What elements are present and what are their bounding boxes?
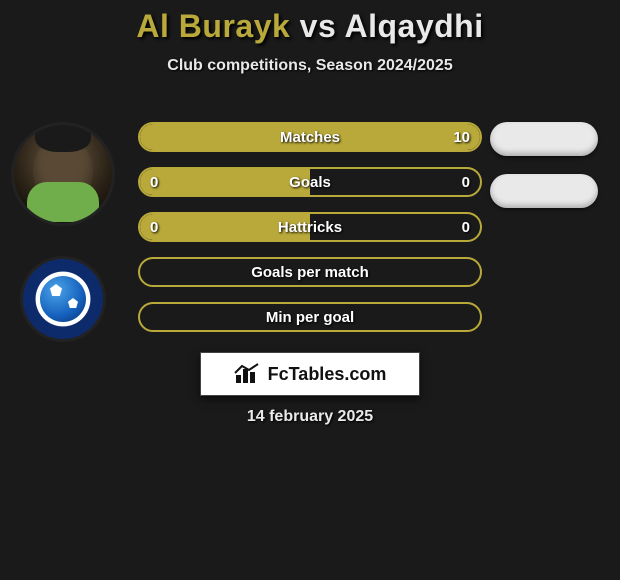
stat-row-matches: Matches 10 xyxy=(138,122,482,152)
branding-badge: FcTables.com xyxy=(200,352,420,396)
player2-pill xyxy=(490,174,598,208)
stat-left-value: 0 xyxy=(150,219,158,236)
stat-label: Min per goal xyxy=(266,309,354,326)
stat-row-goals-per-match: Goals per match xyxy=(138,257,482,287)
stat-fill xyxy=(140,169,310,195)
player2-pill xyxy=(490,122,598,156)
player2-name: Alqaydhi xyxy=(344,8,483,44)
stat-left-value: 0 xyxy=(150,174,158,191)
stat-right-value: 10 xyxy=(453,129,470,146)
stat-label: Goals per match xyxy=(251,264,369,281)
stat-label: Goals xyxy=(289,174,331,191)
right-pills-column xyxy=(490,122,610,226)
player1-name: Al Burayk xyxy=(136,8,290,44)
football-icon xyxy=(40,276,86,322)
bar-chart-icon xyxy=(234,363,262,385)
branding-text: FcTables.com xyxy=(268,364,387,385)
stat-row-hattricks: 0 Hattricks 0 xyxy=(138,212,482,242)
stat-label: Hattricks xyxy=(278,219,342,236)
date-label: 14 february 2025 xyxy=(0,408,620,426)
player-headshot-icon xyxy=(33,140,93,208)
subtitle: Club competitions, Season 2024/2025 xyxy=(0,57,620,75)
left-images-column xyxy=(8,122,118,342)
comparison-title: Al Burayk vs Alqaydhi xyxy=(0,0,620,45)
stat-right-value: 0 xyxy=(462,219,470,236)
stat-row-min-per-goal: Min per goal xyxy=(138,302,482,332)
player1-avatar xyxy=(11,122,115,226)
stats-bars: Matches 10 0 Goals 0 0 Hattricks 0 Goals… xyxy=(138,122,482,347)
club-logo xyxy=(20,256,106,342)
stat-right-value: 0 xyxy=(462,174,470,191)
stat-row-goals: 0 Goals 0 xyxy=(138,167,482,197)
stat-label: Matches xyxy=(280,129,340,146)
vs-label: vs xyxy=(300,8,337,44)
